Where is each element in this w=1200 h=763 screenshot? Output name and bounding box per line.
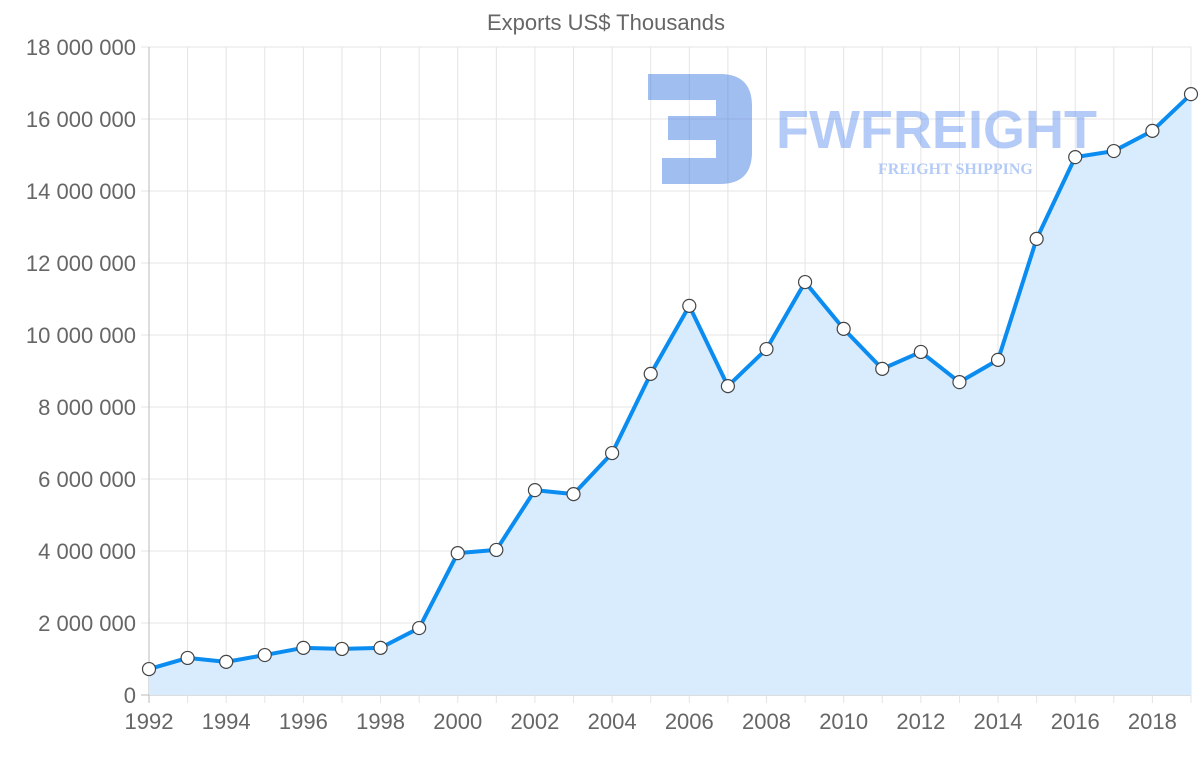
y-tick-label: 14 000 000: [26, 179, 136, 204]
data-point: [334, 641, 350, 657]
data-point: [913, 344, 928, 360]
y-axis: 0 2 000 000 4 000 000 6 000 000 8 000 000 10 …: [26, 35, 136, 708]
data-point: [643, 366, 658, 381]
y-tick-label: 2 000 000: [38, 611, 136, 636]
x-tick-label: 2012: [896, 709, 945, 734]
x-tick-label: 1998: [356, 709, 405, 734]
logo-tagline: FREIGHT SHIPPING: [878, 161, 1033, 178]
data-point: [296, 640, 311, 655]
data-point: [180, 650, 195, 666]
data-point: [797, 274, 813, 290]
y-tick-label: 6 000 000: [38, 467, 136, 492]
data-point: [682, 298, 697, 313]
x-tick-label: 1996: [279, 709, 328, 734]
data-point: [952, 375, 967, 390]
data-point: [412, 620, 427, 636]
y-tick-label: 8 000 000: [38, 395, 136, 420]
points: [141, 87, 1199, 677]
x-tick-label: 2000: [433, 709, 482, 734]
data-point: [1029, 231, 1044, 246]
logo-brand: FWFREIGHT: [776, 100, 1097, 160]
data-point: [836, 321, 851, 336]
chart-title: Exports US$ Thousands: [487, 10, 725, 35]
y-tick-label: 16 000 000: [26, 107, 136, 132]
data-point: [257, 647, 272, 663]
data-point: [373, 640, 388, 655]
y-tick-label: 0: [124, 683, 136, 708]
data-point: [759, 341, 774, 357]
y-tick-label: 18 000 000: [26, 35, 136, 60]
data-point: [1145, 123, 1160, 138]
x-tick-label: 2006: [665, 709, 714, 734]
data-point: [1068, 150, 1083, 165]
data-point: [1106, 143, 1121, 159]
x-tick-label: 2016: [1051, 709, 1100, 734]
data-point: [990, 352, 1006, 367]
y-tick-label: 4 000 000: [38, 539, 136, 564]
series-line: [148, 92, 1193, 672]
x-tick-label: 1992: [125, 709, 174, 734]
data-point: [605, 445, 620, 461]
x-axis: 1992 1994 1996 1998 2000 2002 2004 2006 2008 2010…: [125, 709, 1177, 734]
data-point: [450, 546, 465, 561]
data-point: [527, 483, 543, 498]
x-tick-label: 2018: [1128, 709, 1177, 734]
data-point: [141, 661, 157, 677]
data-point: [219, 654, 234, 669]
data-point: [875, 361, 890, 376]
fwfreight-logo: FWFREIGHT FREIGHT SHIPPING: [648, 74, 1097, 184]
x-tick-label: 2014: [974, 709, 1023, 734]
x-tick-label: 2002: [510, 709, 559, 734]
data-point: [1183, 87, 1199, 102]
y-tick-label: 10 000 000: [26, 323, 136, 348]
x-tick-label: 1994: [202, 709, 251, 734]
x-tick-label: 2010: [819, 709, 868, 734]
area-fill: [149, 94, 1191, 695]
x-tick-label: 2004: [588, 709, 637, 734]
data-point: [566, 487, 581, 502]
data-point: [489, 542, 504, 558]
y-tick-label: 12 000 000: [26, 251, 136, 276]
x-tick-label: 2008: [742, 709, 791, 734]
data-point: [720, 379, 735, 394]
